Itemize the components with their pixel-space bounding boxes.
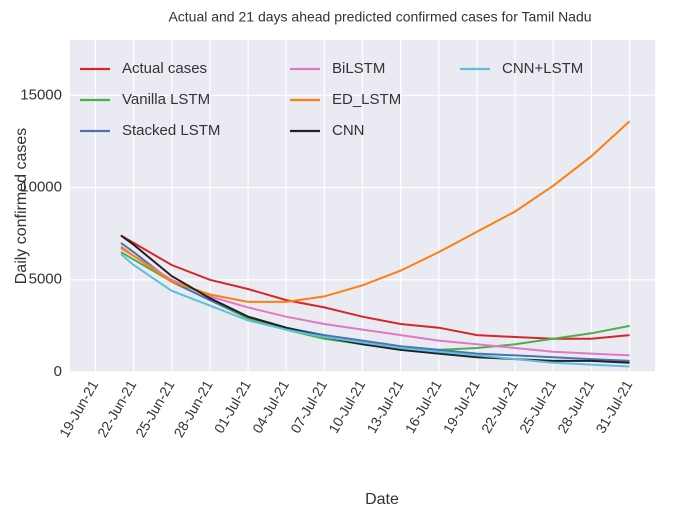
x-tick-label: 07-Jul-21 [287,377,330,436]
series-line [120,242,630,362]
legend-label: BiLSTM [332,60,385,77]
y-tick-label: 15000 [20,86,62,103]
x-tick-label: 25-Jul-21 [516,377,559,436]
x-tick-label: 04-Jul-21 [249,377,292,436]
y-tick-label: 10000 [20,179,62,196]
x-tick-label: 19-Jul-21 [440,377,483,436]
x-tick-label: 10-Jul-21 [325,377,368,436]
x-tick-label: 28-Jun-21 [170,377,215,440]
x-tick-label: 28-Jul-21 [554,377,597,436]
legend-label: Stacked LSTM [122,122,220,139]
legend-label: ED_LSTM [332,91,401,108]
y-tick-label: 5000 [29,271,62,288]
legend-label: CNN+LSTM [502,60,583,77]
x-tick-label: 22-Jul-21 [478,377,521,436]
x-axis-label: Date [365,491,399,508]
chart-title: Actual and 21 days ahead predicted confi… [168,9,591,25]
series-line [120,234,630,340]
legend-label: Actual cases [122,60,207,77]
y-axis-label: Daily confirmed cases [13,128,30,285]
x-tick-label: 13-Jul-21 [363,377,406,436]
y-tick-label: 0 [54,363,62,380]
x-tick-label: 16-Jul-21 [402,377,445,436]
legend-label: CNN [332,122,365,139]
series-line [120,120,631,303]
series-line [120,253,630,368]
x-tick-label: 31-Jul-21 [592,377,635,436]
series-line [120,234,630,364]
legend-label: Vanilla LSTM [122,91,210,108]
legend: Actual cases Vanilla LSTM Stacked LSTM BiLS… [80,60,583,139]
x-tick-label: 01-Jul-21 [211,377,254,436]
